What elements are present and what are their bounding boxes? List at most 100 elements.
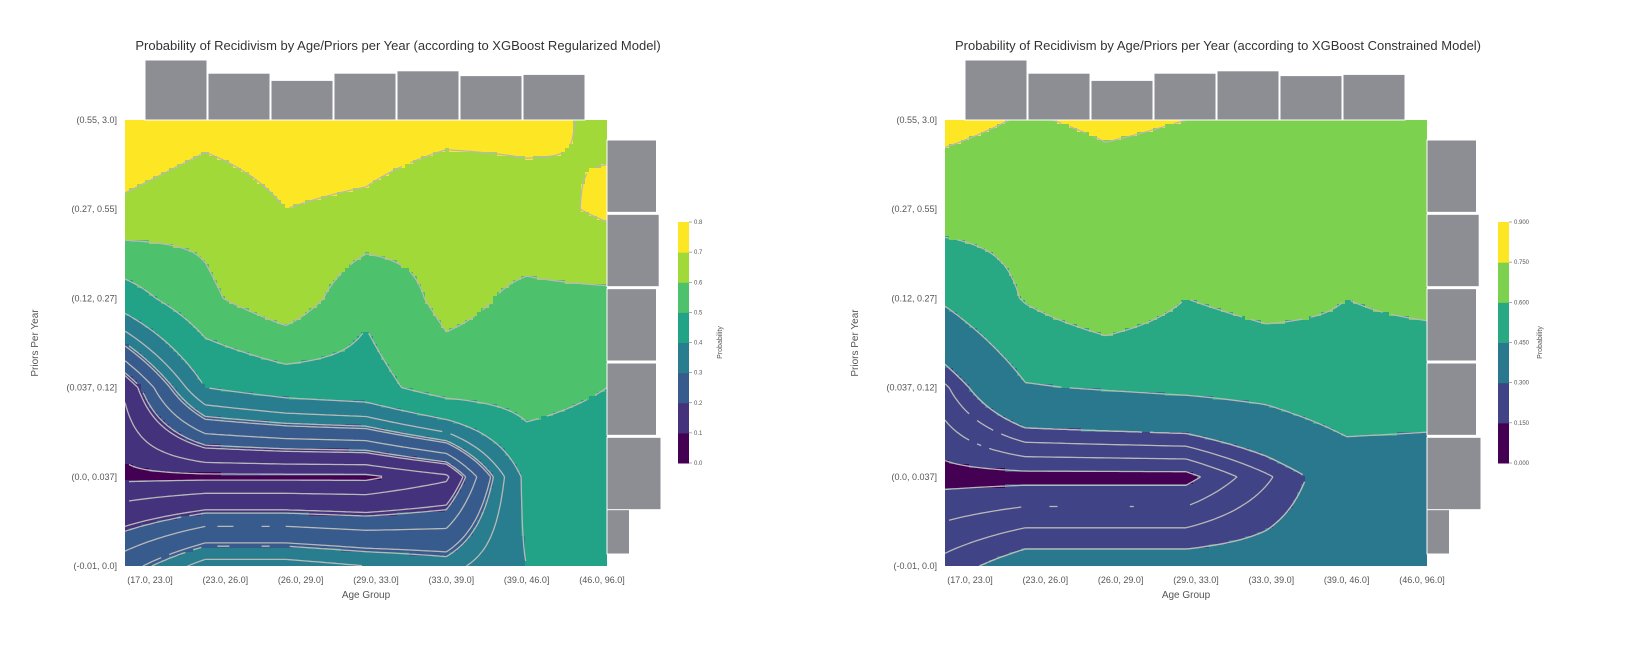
contour-cell <box>457 212 462 217</box>
contour-cell <box>473 164 478 169</box>
contour-cell <box>201 192 206 197</box>
contour-cell <box>425 128 430 133</box>
contour-cell <box>185 208 190 213</box>
contour-cell <box>573 264 578 269</box>
contour-cell <box>213 200 218 205</box>
contour-cell <box>153 196 158 201</box>
contour-cell <box>421 252 426 257</box>
contour-cell <box>173 120 178 125</box>
contour-cell <box>457 272 462 277</box>
contour-cell <box>461 164 466 169</box>
contour-cell <box>489 168 494 173</box>
contour-cell <box>261 168 266 173</box>
contour-cell <box>453 184 458 189</box>
contour-cell <box>141 184 146 189</box>
contour-cell <box>329 224 334 229</box>
contour-cell <box>525 132 530 137</box>
contour-cell <box>281 180 286 185</box>
contour-cell <box>189 124 194 129</box>
contour-cell <box>345 224 350 229</box>
contour-cell <box>417 168 422 173</box>
contour-cell <box>293 276 298 281</box>
contour-cell <box>261 196 266 201</box>
contour-cell <box>461 184 466 189</box>
contour-cell <box>157 184 162 189</box>
contour-cell <box>161 144 166 149</box>
contour-cell <box>545 164 550 169</box>
contour-cell <box>177 228 182 233</box>
contour-cell <box>333 240 338 245</box>
contour-cell <box>489 156 494 161</box>
contour-cell <box>533 132 538 137</box>
contour-cell <box>589 196 594 201</box>
contour-cell <box>305 236 310 241</box>
contour-cell <box>533 252 538 257</box>
contour-cell <box>209 252 214 257</box>
contour-cell <box>385 132 390 137</box>
contour-cell <box>125 132 130 137</box>
contour-cell <box>337 220 342 225</box>
contour-cell <box>533 280 538 285</box>
contour-cell <box>605 196 607 201</box>
contour-cell <box>241 232 246 237</box>
contour-cell <box>285 124 290 129</box>
contour-cell <box>605 140 607 145</box>
contour-cell <box>161 252 166 257</box>
contour-cell <box>325 208 330 213</box>
contour-cell <box>533 168 538 173</box>
contour-cell <box>389 216 394 221</box>
contour-cell <box>477 192 482 197</box>
contour-cell <box>325 228 330 233</box>
contour-cell <box>401 152 406 157</box>
contour-cell <box>421 192 426 197</box>
contour-cell <box>169 268 174 273</box>
contour-cell <box>365 168 370 173</box>
contour-cell <box>221 256 226 261</box>
contour-cell <box>473 196 478 201</box>
contour-cell <box>285 204 290 209</box>
contour-cell <box>437 204 442 209</box>
contour-cell <box>597 140 602 145</box>
contour-cell <box>505 220 510 225</box>
contour-cell <box>213 248 218 253</box>
contour-cell <box>145 276 150 281</box>
contour-cell <box>357 144 362 149</box>
contour-cell <box>373 224 378 229</box>
contour-cell <box>313 252 318 257</box>
contour-cell <box>353 216 358 221</box>
contour-cell <box>385 148 390 153</box>
contour-cell <box>141 188 146 193</box>
contour-cell <box>241 184 246 189</box>
contour-cell <box>297 176 302 181</box>
contour-cell <box>309 204 314 209</box>
contour-cell <box>173 188 178 193</box>
contour-cell <box>221 172 226 177</box>
contour-cell <box>377 252 382 257</box>
contour-cell <box>477 268 482 273</box>
contour-cell <box>401 224 406 229</box>
contour-cell <box>365 164 370 169</box>
contour-cell <box>301 236 306 241</box>
contour-cell <box>289 264 294 269</box>
contour-cell <box>229 256 234 261</box>
contour-cell <box>341 220 346 225</box>
contour-cell <box>509 172 514 177</box>
contour-cell <box>477 124 482 129</box>
contour-cell <box>369 160 374 165</box>
contour-cell <box>561 276 566 281</box>
contour-cell <box>209 200 214 205</box>
contour-cell <box>577 280 582 285</box>
contour-cell <box>501 264 506 269</box>
contour-cell <box>161 212 166 217</box>
contour-cell <box>337 180 342 185</box>
contour-cell <box>489 228 494 233</box>
contour-cell <box>605 120 607 125</box>
contour-cell <box>269 232 274 237</box>
contour-cell <box>541 200 546 205</box>
contour-cell <box>501 224 506 229</box>
contour-cell <box>389 276 394 281</box>
contour-cell <box>301 256 306 261</box>
contour-cell <box>385 120 390 125</box>
contour-cell <box>285 280 290 285</box>
contour-cell <box>189 184 194 189</box>
